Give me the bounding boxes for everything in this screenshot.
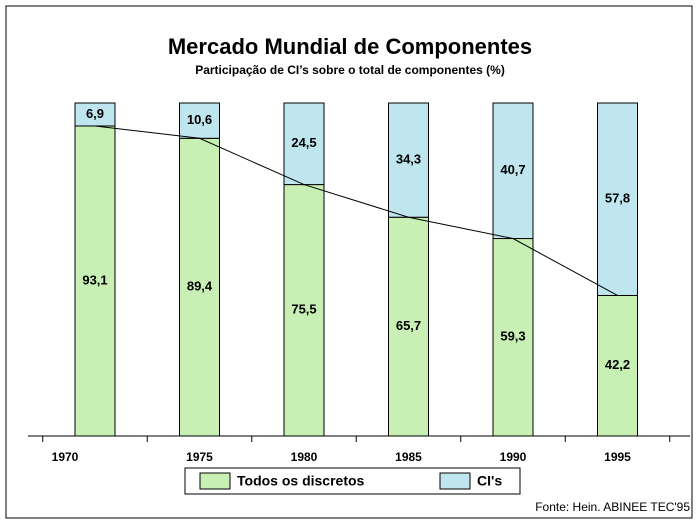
data-label: 6,9 bbox=[86, 106, 104, 121]
data-label: 57,8 bbox=[605, 191, 630, 206]
x-tick-label: 1970 bbox=[52, 450, 79, 464]
bar-segment bbox=[388, 102, 429, 218]
frame bbox=[5, 5, 693, 519]
chart-title: Mercado Mundial de Componentes bbox=[168, 34, 532, 59]
source: Fonte: Hein. ABINEE TEC'95 bbox=[535, 500, 690, 514]
bar-segment bbox=[597, 294, 638, 437]
legend-swatch bbox=[439, 472, 471, 490]
x-tick-label: 1995 bbox=[604, 450, 631, 464]
trend-line bbox=[94, 125, 618, 296]
data-label: 93,1 bbox=[82, 272, 107, 287]
bar-segment bbox=[388, 216, 429, 437]
data-label: 10,6 bbox=[187, 112, 212, 127]
data-label: 89,4 bbox=[187, 279, 213, 294]
data-label: 42,2 bbox=[605, 357, 630, 372]
x-tick-label: 1975 bbox=[186, 450, 213, 464]
data-label: 75,5 bbox=[291, 302, 316, 317]
data-label: 40,7 bbox=[500, 162, 525, 177]
bar-segment bbox=[283, 102, 325, 186]
legend-label: CI's bbox=[477, 473, 502, 489]
bar-segment bbox=[597, 102, 638, 296]
data-label: 65,7 bbox=[396, 318, 421, 333]
x-tick-label: 1990 bbox=[500, 450, 527, 464]
chart-subtitle: Participação de CI’s sobre o total de co… bbox=[195, 63, 505, 77]
data-label: 34,3 bbox=[396, 152, 421, 167]
legend-label: Todos os discretos bbox=[237, 473, 365, 489]
data-label: 24,5 bbox=[291, 135, 316, 150]
x-tick-label: 1980 bbox=[291, 450, 318, 464]
legend-swatch bbox=[199, 472, 231, 490]
x-tick-label: 1985 bbox=[395, 450, 422, 464]
data-label: 59,3 bbox=[500, 329, 525, 344]
